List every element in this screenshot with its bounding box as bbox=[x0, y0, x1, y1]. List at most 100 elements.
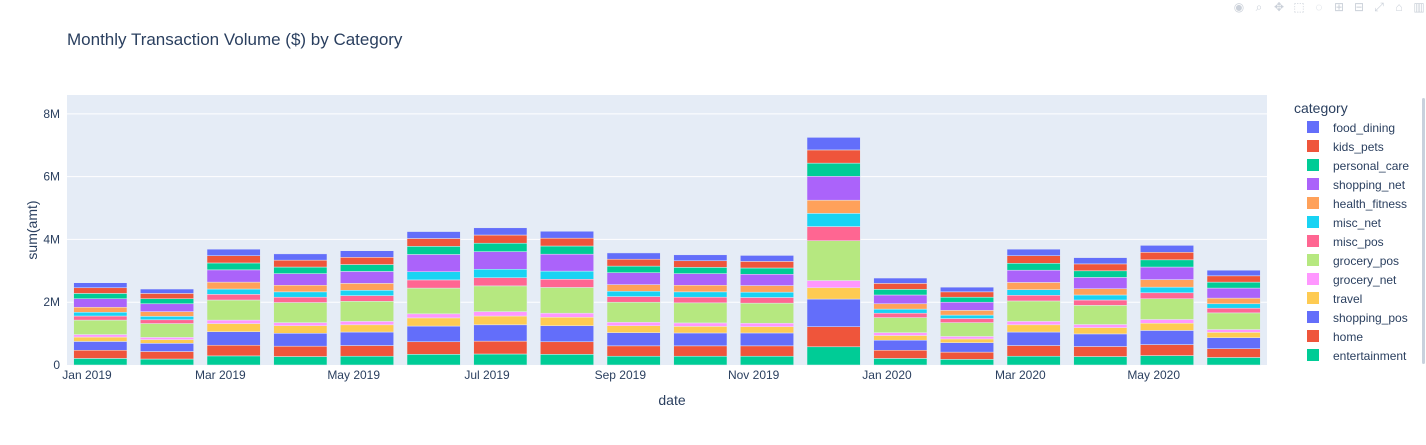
bar-segment-misc_net[interactable] bbox=[406, 271, 461, 281]
bar-segment-home[interactable] bbox=[873, 349, 928, 359]
bar-segment-shopping_pos[interactable] bbox=[873, 339, 928, 351]
bar-segment-home[interactable] bbox=[406, 341, 461, 355]
bar-segment-misc_net[interactable] bbox=[1073, 294, 1128, 301]
bar-segment-health_fitness[interactable] bbox=[806, 199, 861, 214]
bar-segment-kids_pets[interactable] bbox=[273, 259, 328, 268]
zoom-out-icon[interactable]: ⊟ bbox=[1353, 0, 1365, 14]
bar-segment-kids_pets[interactable] bbox=[606, 258, 661, 267]
bar-segment-food_dining[interactable] bbox=[540, 231, 594, 239]
bar-segment-home[interactable] bbox=[140, 351, 194, 360]
bars-layer[interactable] bbox=[73, 137, 1261, 366]
bar-segment-misc_pos[interactable] bbox=[673, 296, 728, 304]
bar-segment-shopping_pos[interactable] bbox=[140, 343, 194, 352]
bar-segment-misc_net[interactable] bbox=[740, 291, 794, 298]
bar-segment-food_dining[interactable] bbox=[740, 255, 794, 262]
bar-segment-grocery_pos[interactable] bbox=[940, 322, 994, 337]
bar-segment-home[interactable] bbox=[473, 340, 528, 355]
lasso-icon[interactable]: ◌ bbox=[1315, 0, 1323, 14]
legend-item-personal_care[interactable]: personal_care bbox=[1307, 159, 1409, 173]
bar-segment-personal_care[interactable] bbox=[473, 242, 528, 252]
bar-segment-grocery_pos[interactable] bbox=[1006, 300, 1061, 322]
bar-segment-home[interactable] bbox=[340, 345, 394, 357]
bar-segment-health_fitness[interactable] bbox=[1006, 282, 1061, 290]
bar-segment-travel[interactable] bbox=[73, 336, 128, 342]
bar-segment-food_dining[interactable] bbox=[673, 254, 728, 262]
bar-segment-misc_net[interactable] bbox=[206, 288, 261, 295]
bar-segment-shopping_pos[interactable] bbox=[206, 331, 261, 346]
bar-segment-travel[interactable] bbox=[1006, 324, 1061, 333]
bar-segment-grocery_net[interactable] bbox=[673, 322, 728, 327]
bar-segment-food_dining[interactable] bbox=[1206, 269, 1261, 277]
bar-segment-travel[interactable] bbox=[1206, 332, 1261, 338]
bar-segment-personal_care[interactable] bbox=[873, 289, 928, 296]
bar-segment-entertainment[interactable] bbox=[1006, 355, 1061, 366]
bar-segment-kids_pets[interactable] bbox=[73, 287, 128, 294]
bar-segment-grocery_net[interactable] bbox=[1073, 324, 1128, 328]
bar-segment-entertainment[interactable] bbox=[873, 358, 928, 366]
bar-segment-shopping_net[interactable] bbox=[1006, 269, 1061, 283]
bar-segment-grocery_net[interactable] bbox=[1140, 319, 1194, 324]
bar-segment-food_dining[interactable] bbox=[406, 231, 461, 239]
bar-segment-grocery_net[interactable] bbox=[473, 311, 528, 317]
bar-segment-shopping_pos[interactable] bbox=[1073, 333, 1128, 347]
bar-segment-kids_pets[interactable] bbox=[673, 260, 728, 268]
bar-segment-food_dining[interactable] bbox=[1006, 248, 1061, 256]
bar-segment-misc_pos[interactable] bbox=[540, 279, 594, 288]
bar-segment-grocery_pos[interactable] bbox=[673, 302, 728, 324]
bar-segment-grocery_pos[interactable] bbox=[606, 301, 661, 323]
bar-segment-misc_net[interactable] bbox=[606, 290, 661, 297]
bar-segment-travel[interactable] bbox=[473, 315, 528, 326]
bar-segment-kids_pets[interactable] bbox=[1140, 252, 1194, 261]
legend-scrollbar[interactable] bbox=[1422, 98, 1425, 364]
bar-segment-grocery_pos[interactable] bbox=[740, 302, 794, 324]
bar-segment-kids_pets[interactable] bbox=[340, 257, 394, 265]
bar-segment-entertainment[interactable] bbox=[340, 355, 394, 366]
legend-item-grocery_pos[interactable]: grocery_pos bbox=[1307, 254, 1399, 268]
bar-segment-shopping_net[interactable] bbox=[673, 273, 728, 286]
bar-segment-shopping_pos[interactable] bbox=[540, 325, 594, 343]
bar-segment-grocery_pos[interactable] bbox=[273, 302, 328, 323]
bar-segment-health_fitness[interactable] bbox=[673, 285, 728, 293]
legend-item-entertainment[interactable]: entertainment bbox=[1307, 349, 1407, 363]
bar-segment-entertainment[interactable] bbox=[1140, 355, 1194, 366]
bar-segment-food_dining[interactable] bbox=[73, 282, 128, 289]
bar-segment-travel[interactable] bbox=[940, 338, 994, 343]
bar-segment-personal_care[interactable] bbox=[673, 267, 728, 274]
bar-segment-home[interactable] bbox=[540, 341, 594, 355]
bar-segment-misc_net[interactable] bbox=[73, 312, 128, 317]
bar-segment-food_dining[interactable] bbox=[1073, 257, 1128, 265]
bar-segment-personal_care[interactable] bbox=[540, 245, 594, 255]
bar-segment-misc_pos[interactable] bbox=[473, 277, 528, 287]
pan-icon[interactable]: ✥ bbox=[1273, 0, 1285, 14]
bar-segment-entertainment[interactable] bbox=[540, 354, 594, 366]
bar-segment-food_dining[interactable] bbox=[206, 248, 261, 256]
bar-segment-misc_pos[interactable] bbox=[206, 294, 261, 301]
bar-segment-kids_pets[interactable] bbox=[1206, 275, 1261, 283]
legend-item-shopping_net[interactable]: shopping_net bbox=[1307, 178, 1406, 192]
bar-segment-food_dining[interactable] bbox=[473, 227, 528, 236]
box-select-icon[interactable]: ⬚ bbox=[1293, 0, 1305, 14]
bar-segment-misc_pos[interactable] bbox=[1140, 292, 1194, 300]
bar-segment-entertainment[interactable] bbox=[1206, 357, 1261, 366]
bar-segment-shopping_pos[interactable] bbox=[73, 341, 128, 351]
bar-segment-home[interactable] bbox=[606, 345, 661, 357]
bar-segment-food_dining[interactable] bbox=[940, 286, 994, 293]
bar-segment-health_fitness[interactable] bbox=[740, 285, 794, 293]
bar-segment-personal_care[interactable] bbox=[273, 266, 328, 274]
bar-segment-kids_pets[interactable] bbox=[1073, 263, 1128, 272]
legend-item-shopping_pos[interactable]: shopping_pos bbox=[1307, 311, 1408, 325]
bar-segment-grocery_net[interactable] bbox=[606, 322, 661, 327]
bar-segment-food_dining[interactable] bbox=[806, 137, 861, 151]
bar-segment-shopping_net[interactable] bbox=[473, 251, 528, 270]
legend[interactable]: food_dining kids_pets personal_careshoppin… bbox=[1307, 121, 1409, 363]
bar-segment-entertainment[interactable] bbox=[806, 346, 861, 366]
bar-segment-misc_pos[interactable] bbox=[740, 297, 794, 304]
bar-segment-grocery_net[interactable] bbox=[273, 322, 328, 327]
legend-item-kids_pets[interactable]: kids_pets bbox=[1307, 140, 1384, 154]
bar-segment-travel[interactable] bbox=[806, 287, 861, 300]
bar-segment-grocery_pos[interactable] bbox=[540, 287, 594, 314]
bar-segment-kids_pets[interactable] bbox=[473, 234, 528, 244]
bar-segment-health_fitness[interactable] bbox=[73, 306, 128, 313]
bar-segment-shopping_pos[interactable] bbox=[673, 332, 728, 347]
bar-segment-grocery_net[interactable] bbox=[806, 280, 861, 289]
